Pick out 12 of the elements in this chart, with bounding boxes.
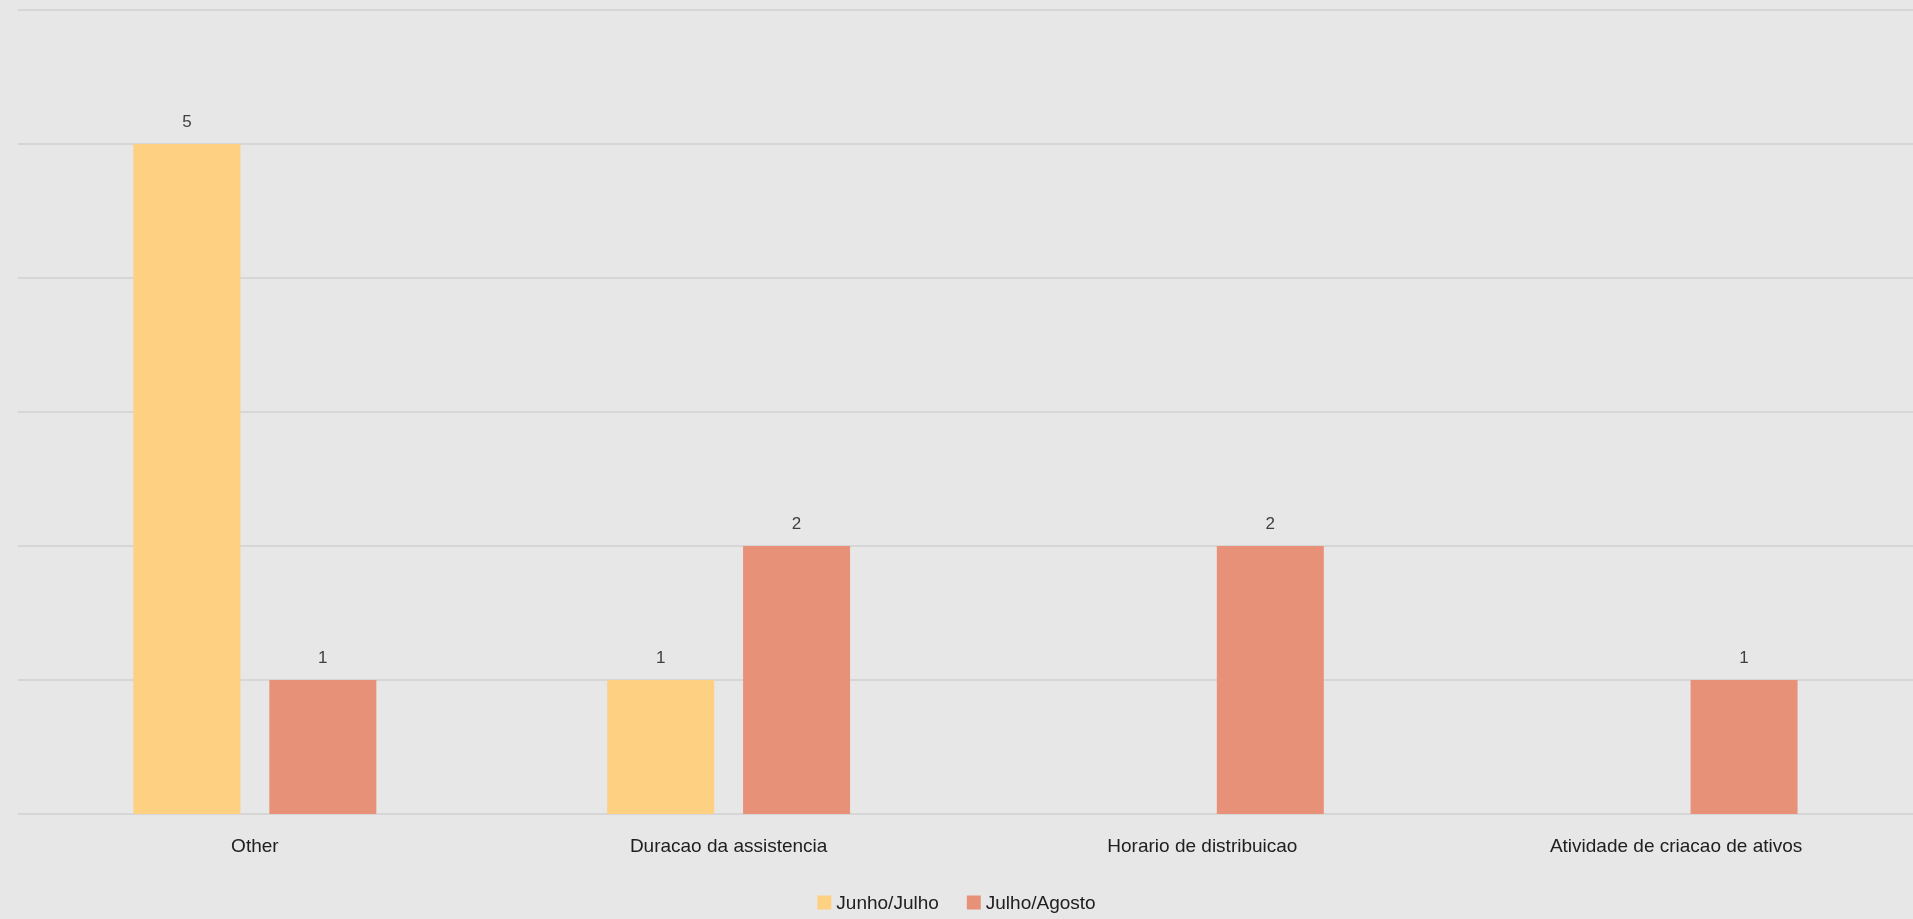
x-tick-label: Atividade de criacao de ativos	[1549, 835, 1803, 856]
legend-label: Junho/Julho	[836, 892, 939, 913]
data-label: 2	[791, 514, 802, 533]
data-label: 1	[655, 648, 666, 667]
data-label: 1	[1739, 648, 1749, 667]
data-label: 2	[1265, 514, 1276, 533]
legend-label: Julho/Agosto	[985, 892, 1096, 913]
x-tick-label: Horario de distribuicao	[1107, 835, 1298, 856]
data-label: 5	[182, 112, 192, 131]
x-tick-label: Other	[231, 835, 280, 856]
data-label: 1	[318, 648, 328, 667]
x-tick-label: Duracao da assistencia	[629, 835, 828, 856]
